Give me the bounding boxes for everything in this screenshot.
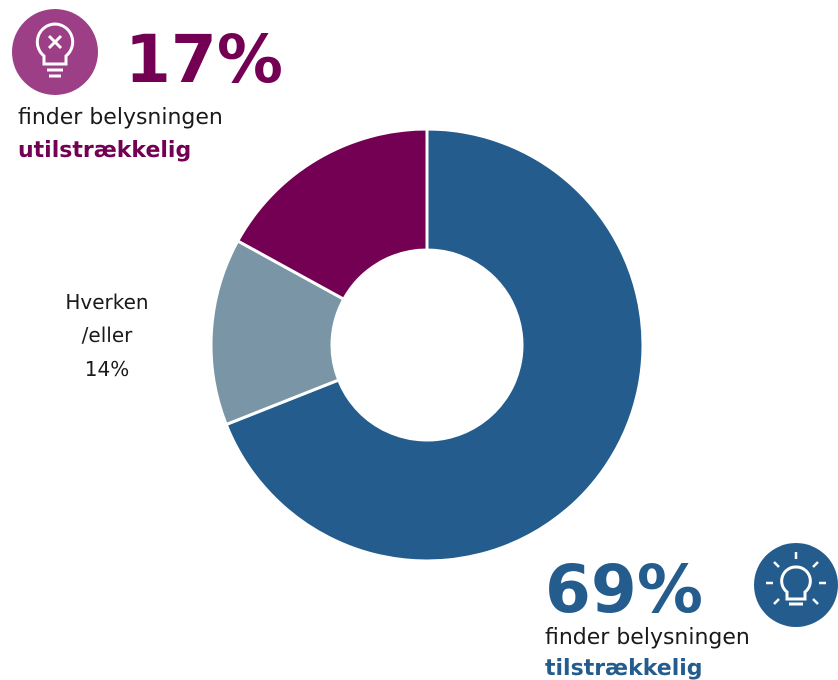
slice	[209, 238, 346, 427]
label-prefix: finder belysningen	[545, 625, 750, 650]
value-label: 17%	[125, 21, 283, 98]
slice	[235, 127, 429, 302]
value-label: 69%	[545, 551, 703, 628]
slice	[224, 127, 645, 563]
icon-sufficient	[754, 543, 838, 627]
category-label: Hverken/eller	[65, 290, 148, 347]
label-prefix: finder belysningen	[18, 105, 223, 130]
icon-insufficient	[12, 9, 98, 95]
value-label: 14%	[85, 357, 129, 381]
category-label: utilstrækkelig	[18, 138, 191, 163]
category-label: tilstrækkelig	[545, 656, 703, 680]
